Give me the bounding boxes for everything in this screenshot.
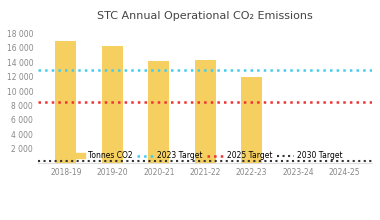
Bar bbox=[241, 77, 262, 163]
Bar bbox=[55, 42, 76, 163]
Bar bbox=[148, 61, 169, 163]
Title: STC Annual Operational CO₂ Emissions: STC Annual Operational CO₂ Emissions bbox=[97, 11, 313, 22]
Legend: Tonnes CO2, 2023 Target, 2025 Target, 2030 Target: Tonnes CO2, 2023 Target, 2025 Target, 20… bbox=[68, 151, 342, 160]
Bar bbox=[195, 60, 216, 163]
Bar bbox=[102, 46, 123, 163]
